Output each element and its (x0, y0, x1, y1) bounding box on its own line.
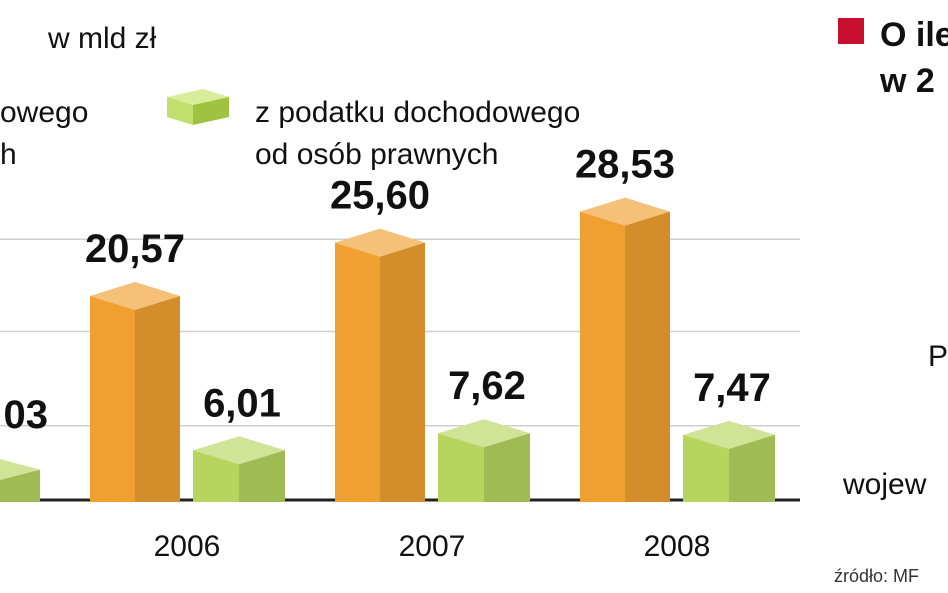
bar-green-3-left (683, 434, 729, 502)
value-label-green-0: 03 (4, 393, 49, 437)
bar-orange-1-left (90, 295, 135, 502)
legend-label-line1: owego (0, 96, 89, 129)
legend-label-line1: z podatku dochodowego (255, 96, 581, 129)
bar-orange-1-right (135, 295, 180, 502)
value-label-green-3: 7,47 (693, 366, 771, 410)
x-tick-label-1: 2006 (154, 530, 221, 563)
source-note: źródło: MF (834, 566, 920, 586)
value-label-orange-1: 20,57 (85, 227, 185, 271)
value-label-orange-2: 25,60 (330, 174, 430, 218)
bar-orange-3-right (625, 211, 670, 502)
bar-green-3-right (729, 434, 775, 502)
legend-label-line2: h (0, 138, 17, 171)
bar-orange-2-right (380, 242, 425, 502)
value-label-green-1: 6,01 (203, 381, 281, 425)
legend-swatch-corporate-tax (167, 89, 229, 125)
bar-green-1-left (193, 450, 239, 502)
side-panel-label-p: P (928, 340, 948, 373)
x-tick-label-3: 2008 (644, 530, 711, 563)
bar-orange-3-left (580, 211, 625, 502)
side-title-line1: O ile (880, 16, 948, 54)
value-label-orange-3: 28,53 (575, 143, 675, 187)
bar-green-0-right (0, 469, 40, 502)
side-panel-title: O ile w 2 (880, 12, 948, 104)
bar-green-0-top (0, 459, 40, 481)
x-tick-label-2: 2007 (399, 530, 466, 563)
value-label-green-2: 7,62 (448, 364, 526, 408)
legend-entry-personal-tax: owego h (0, 92, 88, 176)
unit-label: w mld zł (48, 22, 157, 55)
side-panel-label-woj: wojew (843, 468, 927, 501)
legend-label-line2: od osób prawnych (255, 138, 499, 171)
bar-green-1-right (239, 450, 285, 502)
bar-green-2-right (484, 433, 530, 502)
bar-orange-2-left (335, 242, 380, 502)
bar-green-2-left (438, 433, 484, 502)
side-title-line2: w 2 (880, 62, 935, 100)
legend-entry-corporate-tax: z podatku dochodowego od osób prawnych (255, 92, 580, 176)
bar-orange-2-top (335, 228, 425, 257)
side-panel-marker (838, 18, 864, 44)
